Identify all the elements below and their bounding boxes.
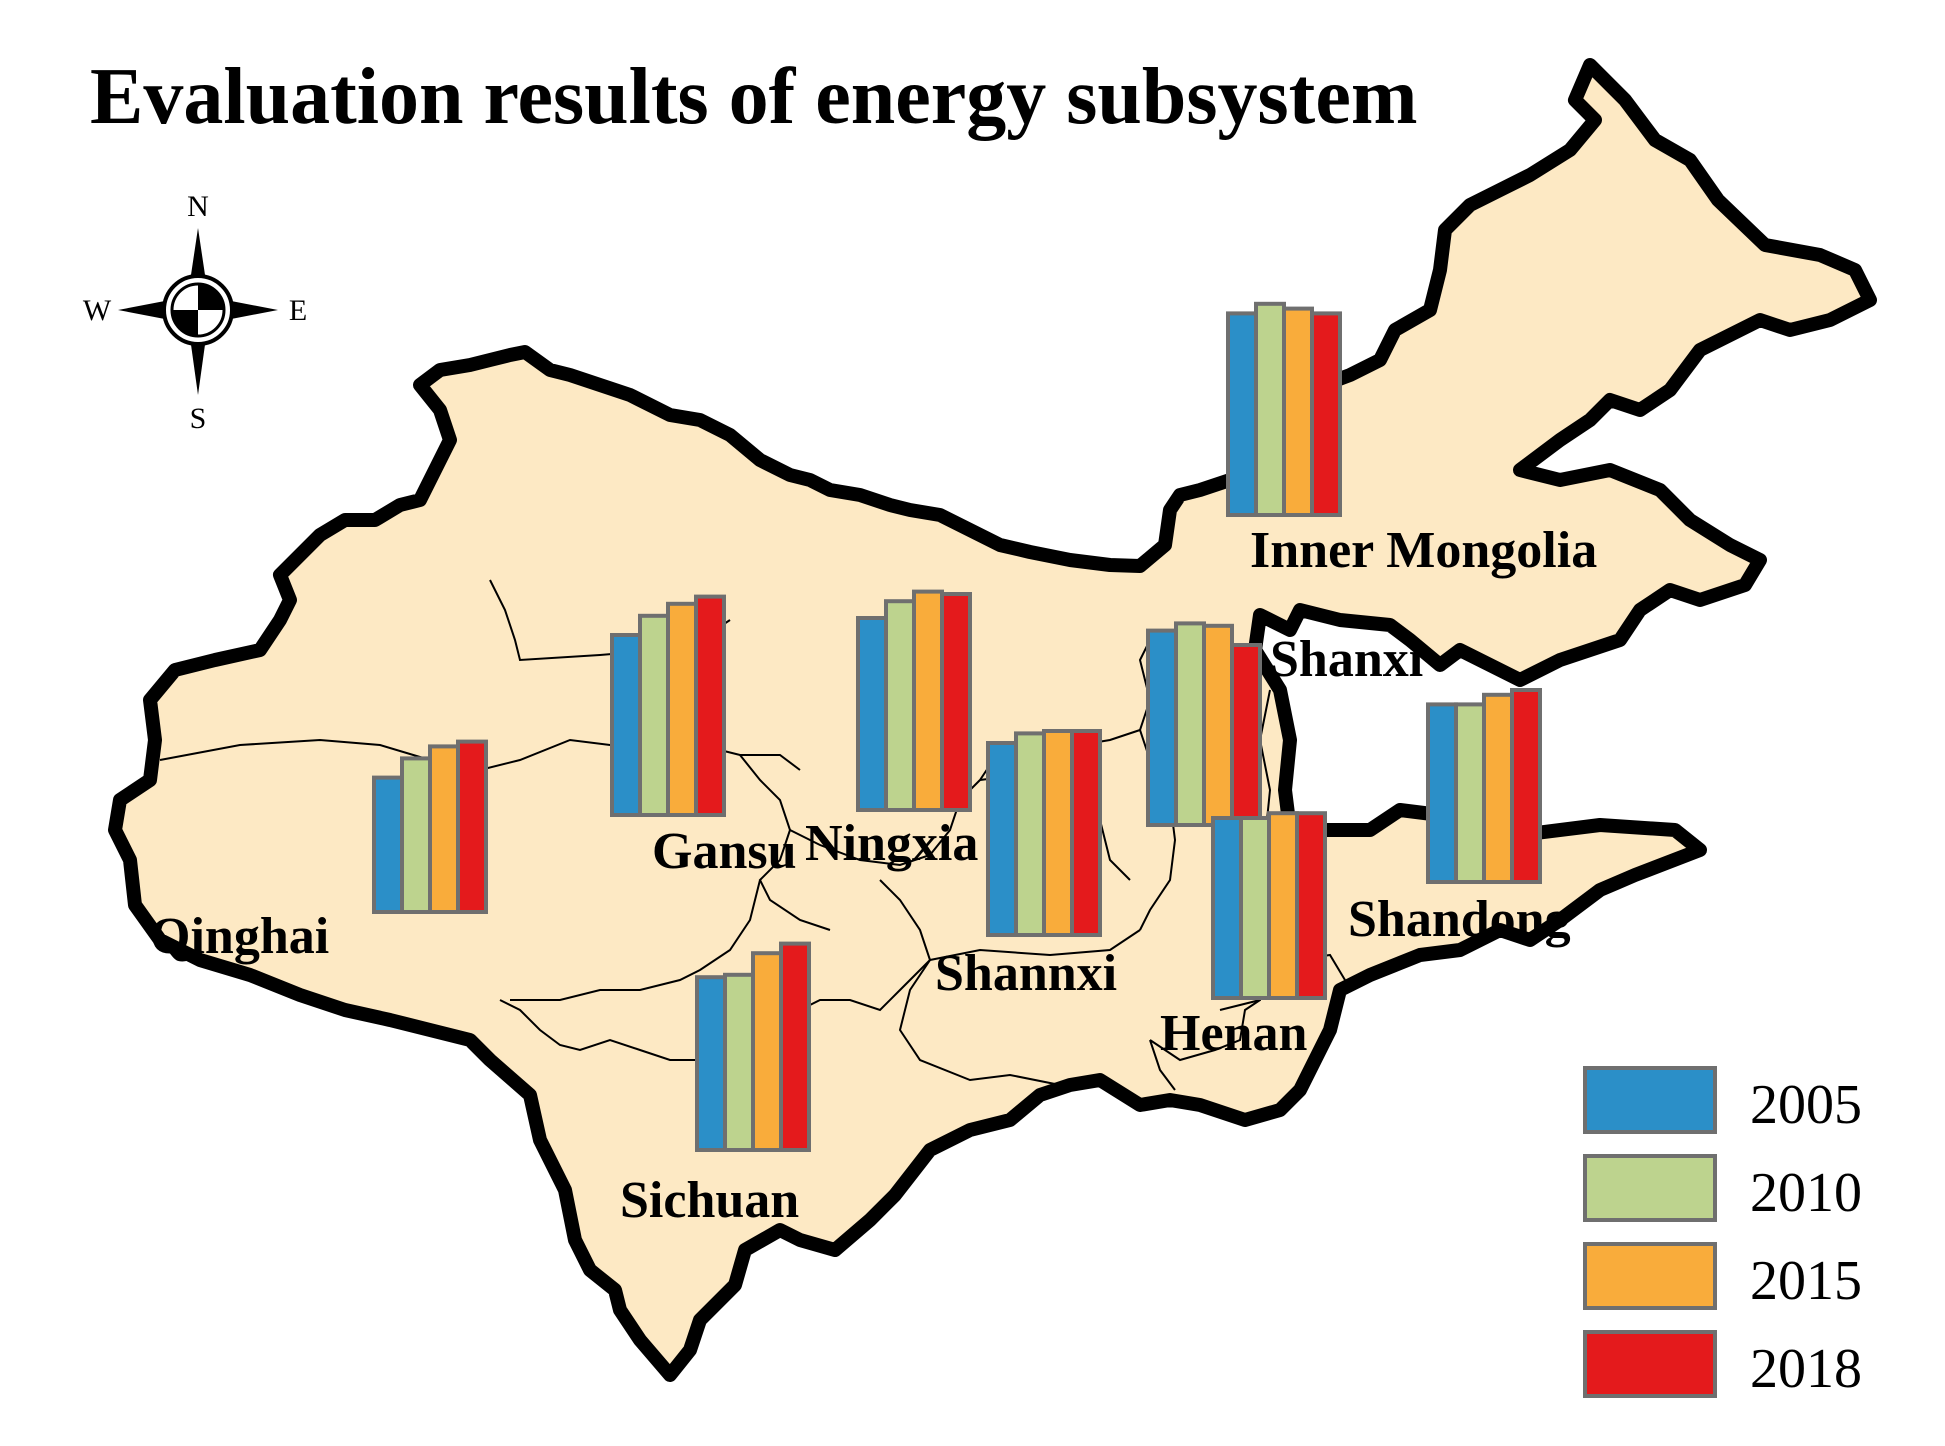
bar-henan-2010 (1239, 816, 1271, 1000)
legend-swatch-2005 (1583, 1066, 1717, 1134)
bar-inner-mongolia-2005 (1226, 311, 1258, 517)
bar-shanxi-2015 (1202, 623, 1234, 827)
legend-swatch-2010 (1583, 1154, 1717, 1222)
bar-shandong-2018 (1510, 688, 1542, 884)
legend-label-2015: 2015 (1750, 1250, 1862, 1312)
bar-ningxia-2018 (940, 592, 972, 812)
bar-gansu-2010 (638, 613, 670, 817)
bar-group-qinghai (372, 739, 488, 915)
bar-ningxia-2005 (856, 616, 888, 812)
label-shandong: Shandong (1348, 891, 1571, 948)
bar-shannxi-2010 (1014, 731, 1046, 938)
bar-henan-2015 (1267, 811, 1299, 1001)
bar-group-inner-mongolia (1226, 301, 1342, 517)
compass-w-label: W (83, 294, 112, 327)
bar-henan-2005 (1211, 816, 1243, 1000)
bar-group-henan (1211, 811, 1327, 1001)
bar-group-gansu (610, 594, 726, 817)
bar-sichuan-2018 (779, 941, 811, 1152)
bar-shandong-2010 (1454, 702, 1486, 885)
compass-s-label: S (190, 402, 207, 435)
legend: 2005 2010 2015 2018 (1583, 1066, 1862, 1400)
compass-e-label: E (289, 294, 307, 327)
bar-inner-mongolia-2010 (1254, 301, 1286, 517)
bar-shanxi-2010 (1174, 621, 1206, 828)
bar-shandong-2015 (1482, 692, 1514, 884)
bar-inner-mongolia-2018 (1310, 311, 1342, 517)
legend-label-2010: 2010 (1750, 1162, 1862, 1224)
legend-label-2005: 2005 (1750, 1074, 1862, 1136)
bar-qinghai-2015 (428, 744, 460, 915)
map-title: Evaluation results of energy subsystem (90, 53, 1417, 141)
label-sichuan: Sichuan (620, 1172, 799, 1229)
bar-group-sichuan (695, 941, 811, 1153)
label-shanxi: Shanxi (1270, 631, 1423, 688)
bar-group-shanxi (1146, 621, 1262, 828)
bar-shannxi-2005 (986, 741, 1018, 937)
bar-sichuan-2015 (751, 951, 783, 1153)
bar-shandong-2005 (1426, 702, 1458, 885)
bar-gansu-2018 (694, 594, 726, 817)
bar-qinghai-2005 (372, 775, 404, 914)
bar-inner-mongolia-2015 (1282, 306, 1314, 517)
bar-shannxi-2018 (1070, 729, 1102, 937)
bar-groups (372, 301, 1542, 1153)
label-gansu: Gansu (652, 823, 797, 880)
bar-sichuan-2010 (723, 972, 755, 1152)
region-landmass (108, 58, 1877, 1382)
bar-henan-2018 (1295, 811, 1327, 1001)
label-shannxi: Shannxi (935, 945, 1117, 1002)
bar-shannxi-2015 (1042, 729, 1074, 937)
province-labels: Inner Mongolia Gansu Qinghai Ningxia Sha… (150, 522, 1597, 1229)
bar-shanxi-2018 (1230, 643, 1262, 827)
bar-group-shandong (1426, 688, 1542, 885)
legend-swatch-2015 (1583, 1242, 1717, 1310)
bar-group-ningxia (856, 589, 972, 813)
label-inner-mongolia: Inner Mongolia (1250, 522, 1597, 579)
bar-qinghai-2018 (456, 739, 488, 914)
compass-n-label: N (187, 190, 209, 223)
label-henan: Henan (1160, 1005, 1307, 1062)
bar-gansu-2015 (666, 601, 698, 817)
bar-qinghai-2010 (400, 756, 432, 915)
label-qinghai: Qinghai (150, 908, 329, 965)
compass-rose-icon: N S W E (83, 190, 307, 435)
bar-shanxi-2005 (1146, 628, 1178, 827)
legend-label-2018: 2018 (1750, 1338, 1862, 1400)
legend-swatch-2018 (1583, 1330, 1717, 1398)
bar-group-shannxi (986, 729, 1102, 938)
label-ningxia: Ningxia (805, 815, 978, 872)
bar-gansu-2005 (610, 633, 642, 817)
bar-sichuan-2005 (695, 975, 727, 1153)
bar-ningxia-2010 (884, 599, 916, 813)
bar-ningxia-2015 (912, 589, 944, 812)
